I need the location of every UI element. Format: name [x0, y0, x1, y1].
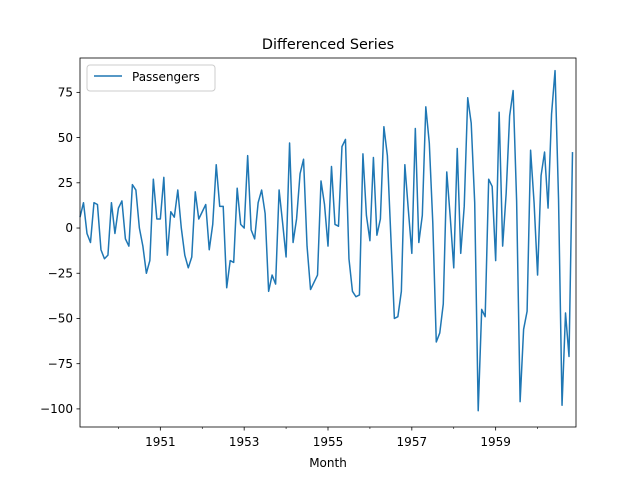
legend-label-passengers: Passengers [132, 70, 200, 84]
y-tick-label: 25 [58, 176, 73, 190]
x-axis-ticks: 1951 1953 1955 1957 1959 [118, 427, 538, 449]
legend: Passengers [86, 64, 216, 92]
x-tick-label: 1951 [145, 435, 176, 449]
x-tick-label: 1957 [397, 435, 428, 449]
y-tick-label: 50 [58, 131, 73, 145]
y-tick-label: −75 [48, 357, 73, 371]
x-tick-label: 1959 [480, 435, 511, 449]
y-tick-label: 0 [65, 221, 73, 235]
x-tick-label: 1953 [229, 435, 260, 449]
plot-frame [79, 57, 577, 428]
y-tick-label: −50 [48, 312, 73, 326]
x-tick-label: 1955 [313, 435, 344, 449]
plot-area [79, 69, 574, 412]
y-tick-label: 75 [58, 86, 73, 100]
legend-box [86, 64, 216, 92]
y-tick-label: −25 [48, 266, 73, 280]
y-tick-label: −100 [40, 402, 73, 416]
chart-title: Differenced Series [262, 37, 394, 53]
y-axis-ticks: 75 50 25 0 −25 −50 −75 −100 [40, 86, 80, 416]
series-line-passengers [79, 69, 574, 412]
x-axis-label: Month [309, 456, 347, 470]
